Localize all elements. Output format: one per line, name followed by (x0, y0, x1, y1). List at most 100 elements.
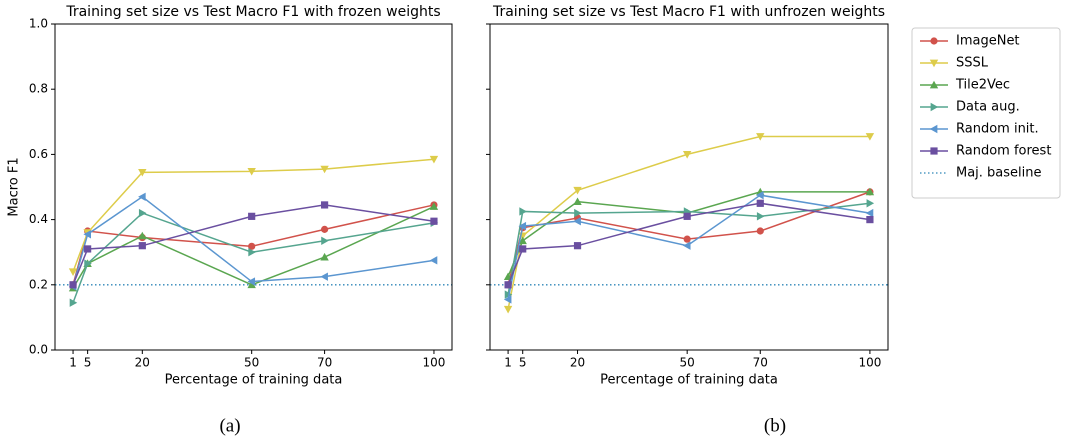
x-tick-label: 5 (519, 356, 527, 370)
y-axis-label: Macro F1 (7, 157, 22, 216)
marker (248, 248, 256, 257)
marker (429, 155, 439, 164)
series-line (507, 202, 871, 286)
legend-label: Maj. baseline (956, 166, 1042, 181)
marker (503, 295, 512, 304)
marker (518, 236, 527, 245)
legend-label: ImageNet (956, 34, 1020, 49)
marker (929, 80, 939, 89)
marker (138, 242, 146, 250)
marker (430, 217, 438, 225)
marker (930, 37, 938, 45)
marker (503, 305, 513, 314)
marker (247, 167, 256, 176)
plot-frame (489, 23, 889, 351)
marker (519, 207, 527, 216)
legend-label: Random init. (956, 122, 1039, 137)
legend-box (911, 27, 1061, 199)
x-tick-label: 50 (680, 356, 695, 370)
x-tick-label: 70 (753, 356, 768, 370)
legend-label: Tile2Vec (955, 78, 1010, 93)
marker (866, 199, 875, 208)
marker (756, 227, 764, 235)
marker (683, 212, 691, 220)
y-tick-label: 1.0 (29, 17, 48, 31)
marker (504, 281, 512, 289)
x-tick-label: 5 (84, 356, 92, 370)
marker (83, 230, 91, 239)
marker (138, 168, 147, 177)
marker (573, 242, 582, 250)
marker (321, 236, 329, 245)
marker (247, 277, 256, 286)
plot-frame (54, 23, 453, 351)
marker (518, 221, 527, 231)
marker (320, 165, 329, 174)
marker (247, 280, 256, 289)
series-line (72, 205, 435, 289)
y-tick-label: 0.4 (29, 212, 48, 226)
marker (138, 231, 147, 240)
marker (573, 197, 582, 206)
y-tick-label: 0.6 (29, 147, 48, 161)
marker (320, 225, 329, 233)
marker (320, 252, 329, 261)
marker (320, 272, 328, 281)
x-tick-label: 50 (244, 356, 259, 370)
legend-label: Random forest (956, 144, 1051, 159)
marker (573, 217, 581, 226)
marker (930, 147, 938, 155)
x-axis-label: Percentage of training data (165, 373, 343, 388)
marker (69, 281, 77, 289)
series-line (507, 194, 871, 300)
x-tick-label: 70 (317, 356, 332, 370)
marker (682, 151, 692, 159)
x-tick-label: 1 (69, 356, 77, 370)
marker (68, 268, 78, 276)
x-axis-label: Percentage of training data (600, 373, 778, 388)
chart-title: Training set size vs Test Macro F1 with … (492, 4, 885, 20)
marker (865, 208, 874, 218)
x-tick-label: 20 (135, 356, 150, 370)
y-tick-label: 0.0 (29, 343, 48, 357)
series-line (72, 195, 435, 287)
y-tick-label: 0.8 (29, 82, 48, 96)
series-line (72, 212, 435, 303)
marker (756, 212, 765, 221)
marker (248, 242, 256, 250)
marker (138, 208, 147, 218)
marker (756, 199, 764, 207)
series-line (72, 158, 435, 273)
caption: (b) (764, 415, 786, 436)
legend-label: Data aug. (956, 100, 1020, 115)
x-tick-label: 100 (858, 356, 881, 370)
series-line (72, 204, 435, 286)
marker (573, 186, 582, 195)
marker (682, 241, 691, 250)
marker (865, 187, 875, 196)
marker (683, 235, 691, 243)
marker (865, 133, 875, 141)
y-tick-label: 0.2 (29, 277, 48, 291)
marker (519, 245, 527, 253)
x-tick-label: 1 (504, 356, 512, 370)
x-tick-label: 100 (423, 356, 446, 370)
marker (929, 124, 938, 134)
marker (84, 259, 92, 268)
marker (84, 245, 92, 253)
marker (320, 201, 329, 209)
marker (930, 102, 939, 112)
marker (756, 190, 764, 200)
marker (756, 133, 765, 141)
caption: (a) (219, 415, 240, 436)
marker (429, 202, 439, 210)
marker (248, 212, 256, 220)
marker (138, 192, 146, 201)
marker (866, 216, 874, 224)
x-tick-label: 20 (570, 356, 585, 370)
marker (69, 298, 78, 307)
marker (429, 256, 438, 265)
marker (574, 208, 582, 218)
chart-title: Training set size vs Test Macro F1 with … (65, 4, 440, 20)
